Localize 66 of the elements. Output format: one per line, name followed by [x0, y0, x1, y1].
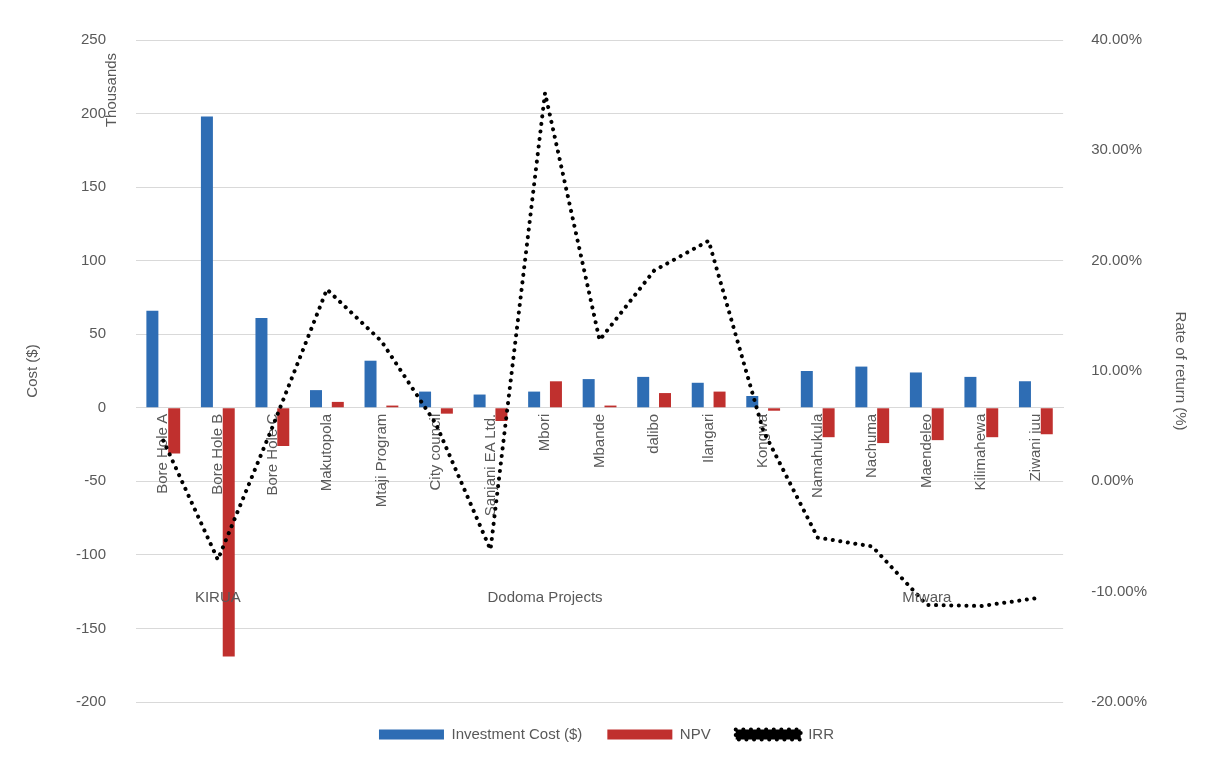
y-tick-label: 100 — [80, 250, 107, 268]
legend-label: IRR — [808, 724, 835, 742]
bar — [440, 408, 453, 414]
bar — [200, 116, 213, 408]
bar — [364, 360, 377, 408]
x-tick-label: Nachuma — [862, 413, 880, 478]
bar — [855, 366, 868, 408]
bar — [146, 310, 159, 408]
bar — [1018, 381, 1031, 408]
bar — [549, 381, 562, 408]
y-tick-label: -100 — [75, 545, 107, 563]
bar — [822, 408, 835, 438]
y2-tick-label: 10.00% — [1091, 361, 1143, 379]
y2-tick-label: -10.00% — [1091, 581, 1148, 599]
y2-axis-title: Rate of return (%) — [1172, 311, 1190, 431]
bar — [909, 372, 922, 408]
bar — [473, 394, 486, 408]
bar — [691, 382, 704, 408]
legend-label: Investment Cost ($) — [451, 724, 583, 742]
x-tick-label: Bore Hole A — [153, 413, 171, 494]
bar — [255, 318, 268, 408]
bar — [931, 408, 944, 441]
x-tick-label: Ilangari — [698, 413, 716, 463]
x-tick-label: dalibo — [644, 413, 662, 454]
x-tick-label: Bore Hole B — [207, 413, 225, 495]
bar — [964, 376, 977, 408]
y2-tick-label: -20.00% — [1091, 692, 1148, 710]
x-tick-label: Mtaji Program — [371, 413, 389, 508]
x-tick-label: Namahukula — [807, 413, 825, 498]
x-tick-label: Sanjani EA Ltd. — [480, 413, 498, 517]
annotation: Dodoma Projects — [487, 587, 603, 605]
bar — [168, 408, 181, 454]
x-tick-label: Kongwa — [753, 413, 771, 468]
annotation: Mtwara — [902, 587, 953, 605]
legend-label: NPV — [679, 724, 711, 742]
bar — [986, 408, 999, 438]
x-tick-label: Kilimahewa — [971, 413, 989, 491]
bar — [277, 408, 290, 447]
x-tick-label: Makutopola — [317, 413, 335, 492]
x-tick-label: Mbori — [535, 413, 553, 452]
bar — [1040, 408, 1053, 435]
bar — [659, 393, 672, 408]
y-tick-label: 50 — [89, 324, 107, 342]
y-tick-label: -200 — [75, 692, 107, 710]
y-axis-title: Cost ($) — [23, 344, 41, 398]
bar — [768, 408, 781, 411]
y2-tick-label: 0.00% — [1091, 471, 1134, 489]
bar — [309, 390, 322, 408]
y-tick-label: 150 — [80, 177, 107, 195]
bar — [800, 371, 813, 408]
x-tick-label: Maendeleo — [916, 413, 934, 489]
y2-tick-label: 20.00% — [1091, 250, 1143, 268]
y2-tick-label: 30.00% — [1091, 140, 1143, 158]
bar — [713, 391, 726, 408]
y-tick-label: 250 — [80, 30, 107, 48]
y-tick-label: -50 — [84, 471, 107, 489]
y-tick-label: -150 — [75, 618, 107, 636]
bar — [331, 401, 344, 408]
bar — [637, 376, 650, 408]
y-tick-label: 0 — [97, 397, 107, 415]
bar — [582, 379, 595, 408]
x-tick-label: Mbande — [589, 413, 607, 468]
x-tick-label: City council — [426, 413, 444, 491]
bar — [877, 408, 890, 444]
bar — [528, 391, 541, 408]
y2-tick-label: 40.00% — [1091, 30, 1143, 48]
